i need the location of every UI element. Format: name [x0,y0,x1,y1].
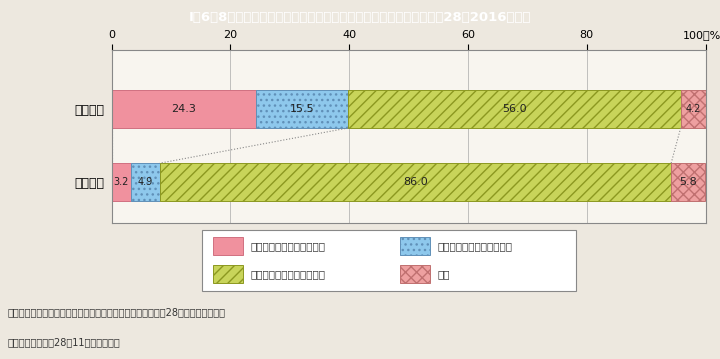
Bar [680,90,706,128]
Text: 4.9: 4.9 [138,177,153,187]
Text: 4.2: 4.2 [685,104,701,114]
Bar [348,90,680,128]
Text: 養育費を受けたことがある: 養育費を受けたことがある [438,241,513,251]
Text: 56.0: 56.0 [502,104,526,114]
Text: ２．平成28年11月１日現在。: ２．平成28年11月１日現在。 [7,337,120,348]
Bar [160,163,670,201]
Bar [670,163,705,201]
Bar [400,265,430,284]
Text: 15.5: 15.5 [289,104,315,114]
Text: 現在も養育費を受けている: 現在も養育費を受けている [251,241,325,251]
Text: 3.2: 3.2 [114,177,129,187]
Bar [213,237,243,255]
Bar [130,163,160,201]
Bar [112,90,256,128]
Text: （備考）１．厚生労働省「全国ひとり親世帯等調査」（平成28年度）より作成。: （備考）１．厚生労働省「全国ひとり親世帯等調査」（平成28年度）より作成。 [7,307,225,317]
Bar [256,90,348,128]
Text: 5.8: 5.8 [679,177,697,187]
Bar [213,265,243,284]
Text: 不詳: 不詳 [438,269,450,279]
Text: 86.0: 86.0 [402,177,428,187]
Text: 養育費を受けたことがない: 養育費を受けたことがない [251,269,325,279]
Bar [112,163,130,201]
Text: 24.3: 24.3 [171,104,197,114]
Bar [400,237,430,255]
Text: I－6－8図　母子世帯及び父子世帯における養育費の受給状況（平成28（2016）年）: I－6－8図 母子世帯及び父子世帯における養育費の受給状況（平成28（2016）… [189,10,531,24]
